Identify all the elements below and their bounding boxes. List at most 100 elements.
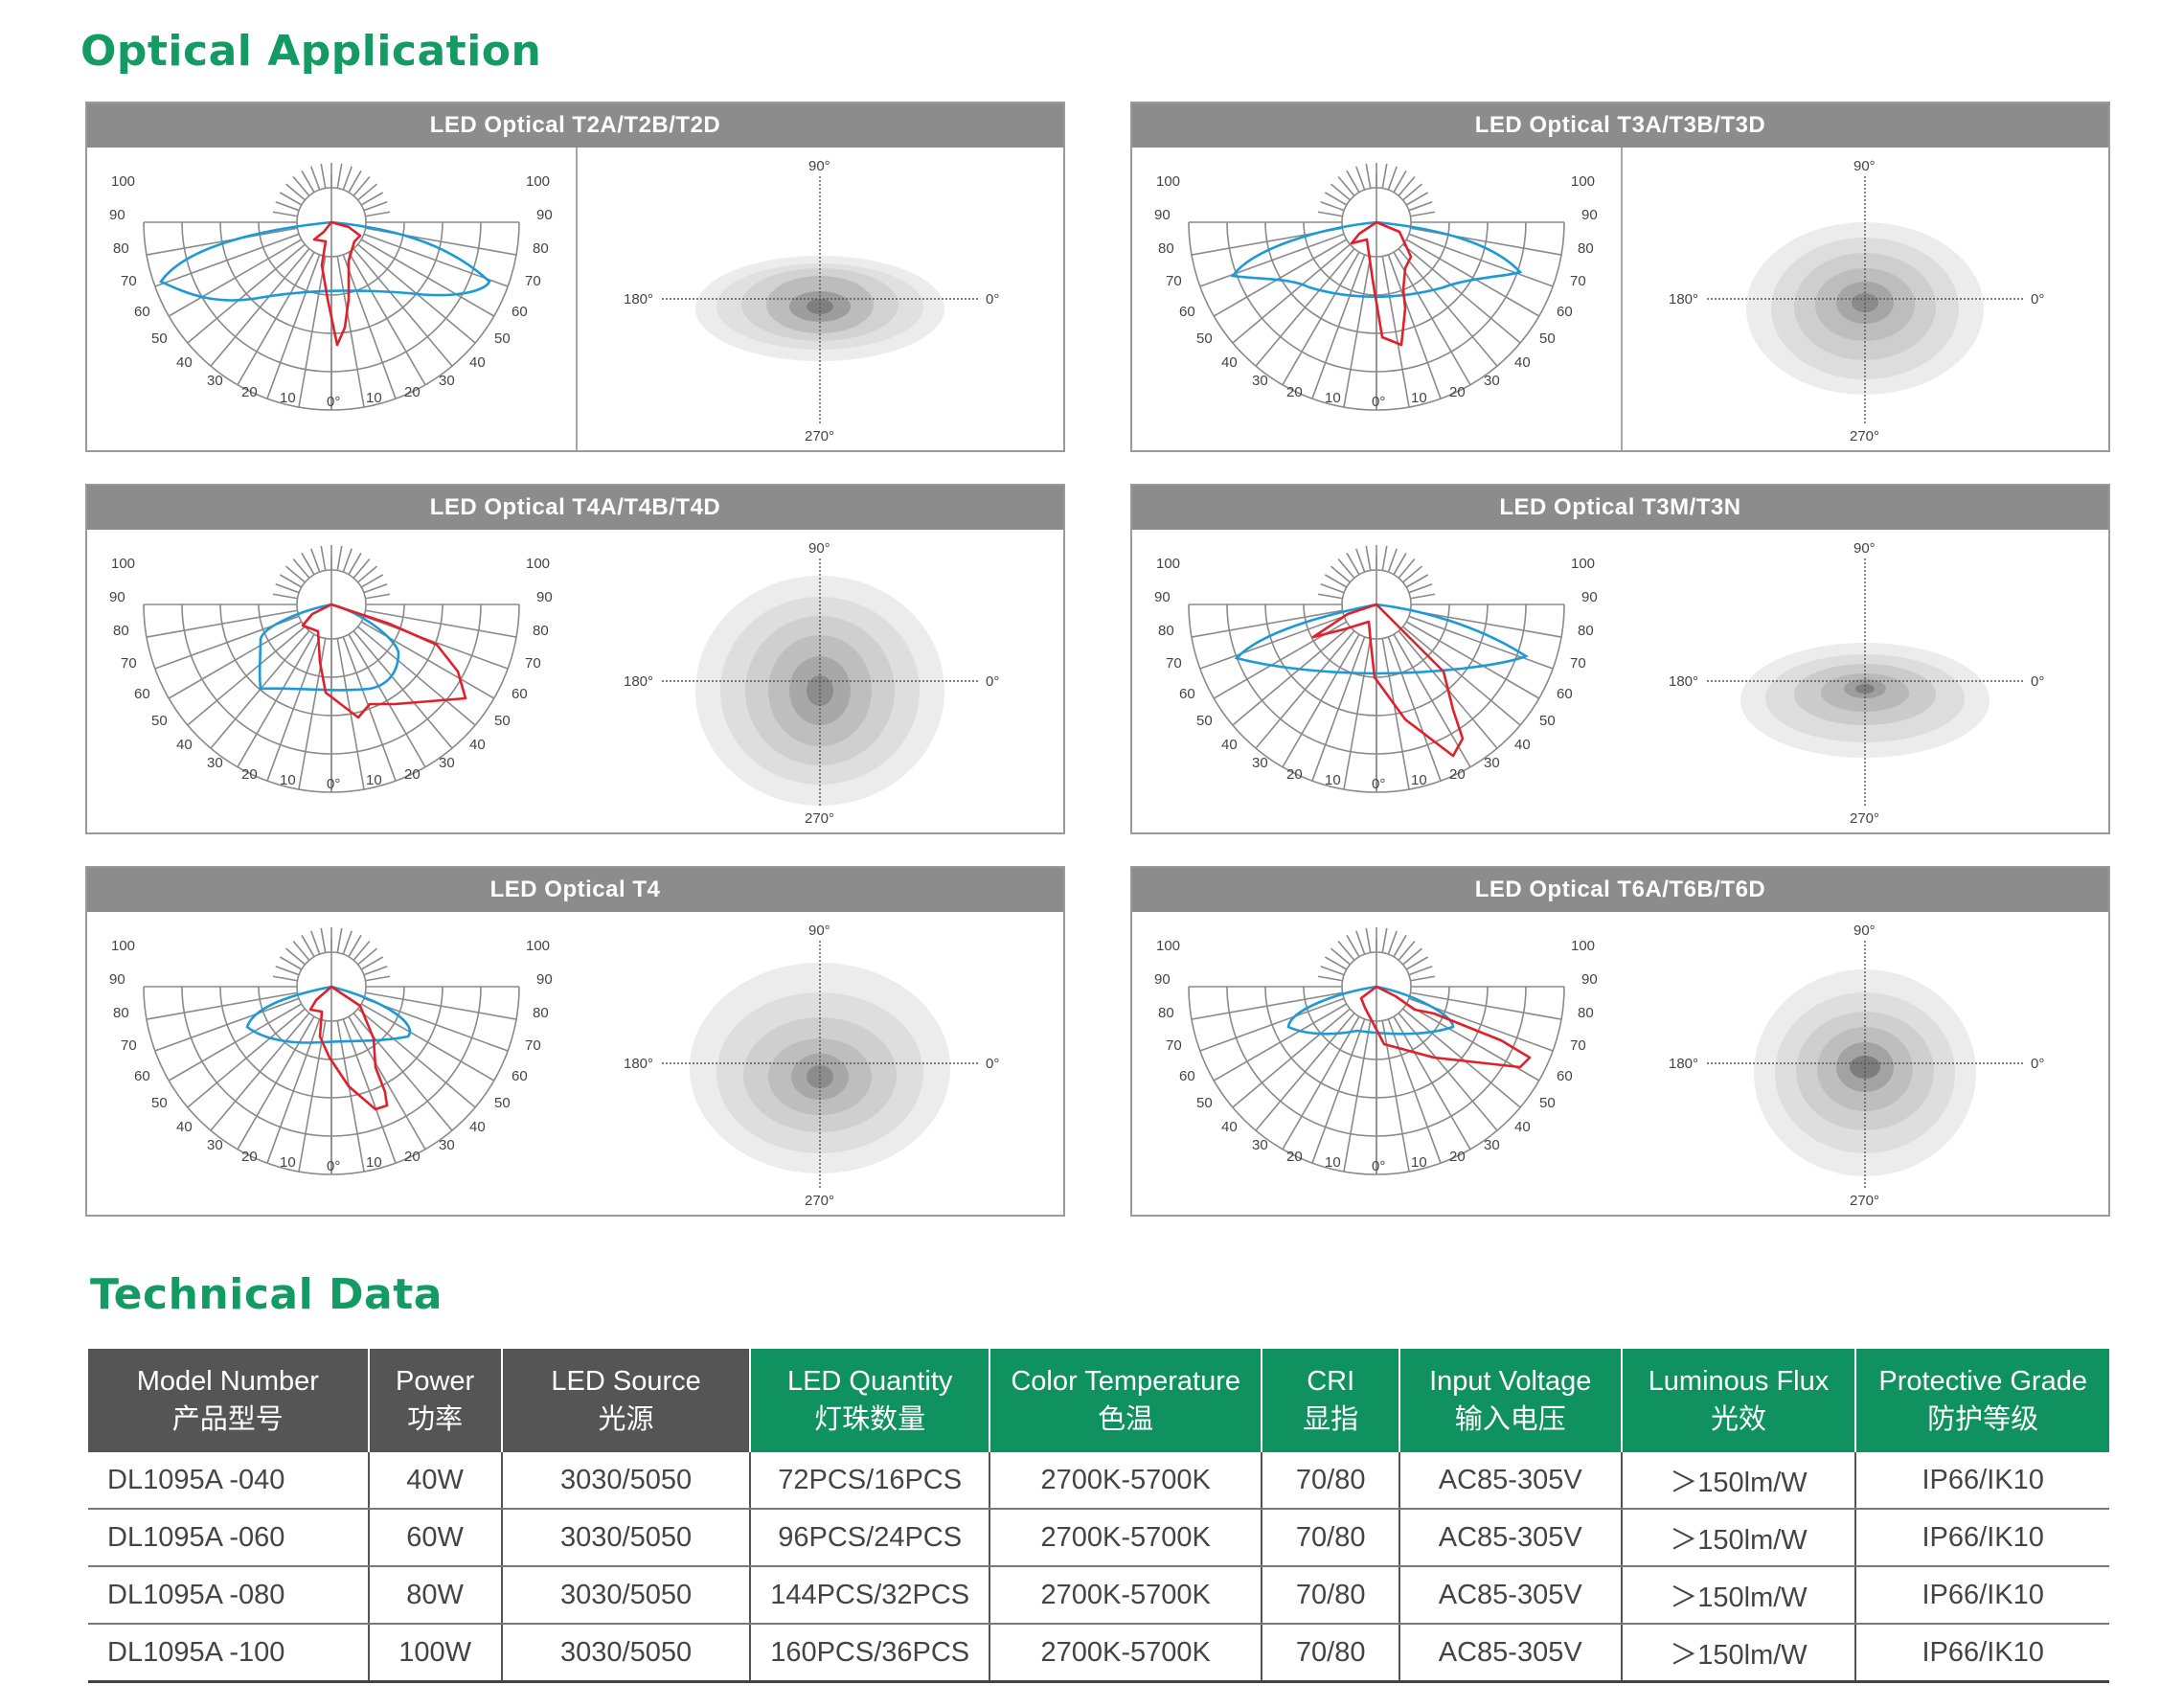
polar-angle-label: 30 [1484, 1137, 1500, 1153]
polar-angle-label: 30 [439, 755, 455, 771]
polar-angle-label: 50 [1539, 1095, 1556, 1111]
isolux-angle-label-bottom: 270° [1850, 1193, 1879, 1209]
polar-angle-label: 10 [1325, 772, 1341, 788]
isolux-angle-label-left: 180° [1669, 673, 1698, 690]
isolux-angle-label-right: 0° [2031, 1056, 2044, 1072]
polar-angle-label: 80 [533, 1005, 549, 1021]
optical-panel: LED Optical T4 100 100 90 90 80 80 70 70 60 60 50 50… [85, 866, 1065, 1217]
table-cell: 100W [368, 1624, 503, 1683]
table-cell: AC85-305V [1398, 1566, 1623, 1625]
column-header-en: LED Quantity [786, 1366, 953, 1397]
column-header-cn: 光效 [1710, 1404, 1766, 1435]
isolux-angle-label-right: 0° [2031, 291, 2044, 307]
optical-panel-body: 100 100 90 90 80 80 70 70 60 60 50 50 40 40 30 30 20 20 10… [1132, 148, 2108, 450]
polar-angle-label: 50 [494, 713, 511, 729]
polar-angle-label: 50 [1196, 713, 1213, 729]
polar-angle-label: 0° [1372, 776, 1385, 792]
panel-divider [576, 148, 578, 450]
polar-angle-label: 80 [113, 623, 129, 639]
distribution-curve-c90 [1311, 603, 1465, 758]
polar-angle-label: 10 [280, 1154, 296, 1171]
isolux-angle-label-left: 180° [624, 673, 653, 690]
isolux-angle-label-left: 180° [1669, 291, 1698, 307]
table-cell: ＞150lm/W [1621, 1566, 1857, 1625]
polar-angle-label: 100 [1571, 173, 1595, 190]
polar-angle-label: 10 [1325, 1154, 1341, 1171]
polar-angle-label: 70 [1570, 655, 1586, 672]
column-header-cn: 光源 [598, 1404, 654, 1435]
polar-angle-label: 70 [525, 273, 541, 289]
optical-panel-body: 100 100 90 90 80 80 70 70 60 60 50 50 40 40 30 30 20 20 10… [87, 530, 1063, 832]
table-cell: 80W [368, 1566, 503, 1625]
isolux-angle-label-top: 90° [808, 158, 830, 174]
polar-angle-label: 100 [526, 938, 550, 954]
isolux-angle-label-top: 90° [1853, 922, 1876, 939]
polar-angle-label: 30 [1252, 1137, 1268, 1153]
polar-angle-label: 60 [1557, 304, 1573, 320]
optical-panel-title: LED Optical T4A/T4B/T4D [87, 486, 1063, 530]
polar-angle-label: 90 [1154, 207, 1171, 223]
polar-angle-label: 0° [327, 394, 340, 410]
polar-angle-label: 80 [1158, 240, 1174, 257]
polar-angle-label: 10 [1411, 772, 1427, 788]
polar-angle-label: 90 [1581, 207, 1598, 223]
polar-angle-label: 20 [1449, 766, 1466, 783]
isolux-angle-label-top: 90° [1853, 540, 1876, 557]
polar-angle-label: 50 [151, 1095, 168, 1111]
column-header: LED Quantity 灯珠数量 [750, 1349, 990, 1452]
isolux-angle-label-bottom: 270° [1850, 810, 1879, 827]
distribution-curve-c90 [1350, 220, 1413, 347]
table-cell: 70/80 [1262, 1566, 1400, 1625]
table-cell: AC85-305V [1398, 1624, 1623, 1683]
polar-angle-label: 100 [1156, 938, 1180, 954]
polar-angle-label: 100 [1156, 556, 1180, 572]
polar-angle-label: 60 [512, 686, 528, 702]
column-header-cn: 色温 [1098, 1404, 1154, 1435]
column-header-en: Protective Grade [1878, 1366, 2087, 1397]
polar-angle-label: 10 [366, 390, 382, 406]
polar-angle-label: 10 [1411, 1154, 1427, 1171]
polar-angle-label: 10 [366, 1154, 382, 1171]
table-cell: DL1095A -040 [88, 1452, 370, 1510]
isolux-angle-label-top: 90° [808, 540, 830, 557]
table-cell: IP66/IK10 [1855, 1509, 2109, 1567]
optical-panel: LED Optical T3M/T3N 100 100 90 90 80 80 70 70 60 6… [1130, 484, 2110, 834]
column-header-en: Model Number [136, 1366, 319, 1397]
polar-angle-label: 60 [1179, 1068, 1195, 1084]
polar-angle-label: 20 [241, 766, 258, 783]
table-cell: 60W [368, 1509, 503, 1567]
isolux-angle-label-bottom: 270° [1850, 428, 1879, 444]
table-cell: 2700K-5700K [989, 1566, 1263, 1625]
polar-angle-label: 60 [134, 1068, 150, 1084]
polar-angle-label: 30 [1252, 373, 1268, 389]
table-cell: 70/80 [1262, 1509, 1400, 1567]
table-cell: IP66/IK10 [1855, 1624, 2109, 1683]
polar-angle-label: 0° [1372, 394, 1385, 410]
polar-angle-label: 30 [439, 373, 455, 389]
table-cell: 72PCS/16PCS [750, 1452, 990, 1510]
polar-angle-label: 40 [469, 1119, 486, 1135]
column-header-en: Luminous Flux [1648, 1366, 1830, 1397]
distribution-curve-c90 [301, 603, 467, 719]
isolux-diagram: 90° 180° 0° 270° [624, 922, 999, 1209]
polar-angle-label: 100 [526, 173, 550, 190]
column-header-en: Input Voltage [1429, 1366, 1592, 1397]
table-header-row: Model Number 产品型号 Power 功率 LED Source 光源 LED Q… [88, 1349, 2109, 1452]
polar-angle-label: 40 [1514, 737, 1531, 753]
column-header-cn: 产品型号 [171, 1404, 284, 1435]
column-header-en: LED Source [551, 1366, 701, 1397]
optical-panel-title: LED Optical T3M/T3N [1132, 486, 2108, 530]
polar-angle-label: 90 [109, 207, 125, 223]
polar-angle-label: 70 [1570, 1037, 1586, 1054]
table-row: DL1095A -060 60W 3030/5050 96PCS/24PCS 2700K… [88, 1509, 2109, 1567]
polar-angle-label: 50 [151, 713, 168, 729]
polar-angle-label: 70 [525, 655, 541, 672]
polar-angle-label: 30 [1252, 755, 1268, 771]
column-header: Protective Grade 防护等级 [1855, 1349, 2109, 1452]
column-header-cn: 显指 [1303, 1404, 1359, 1435]
optical-panel: LED Optical T4A/T4B/T4D 100 100 90 90 80 80 70 7… [85, 484, 1065, 834]
optical-panel: LED Optical T2A/T2B/T2D 100 100 90 90 80 80 70 7… [85, 102, 1065, 452]
technical-data-title: Technical Data [90, 1270, 443, 1319]
